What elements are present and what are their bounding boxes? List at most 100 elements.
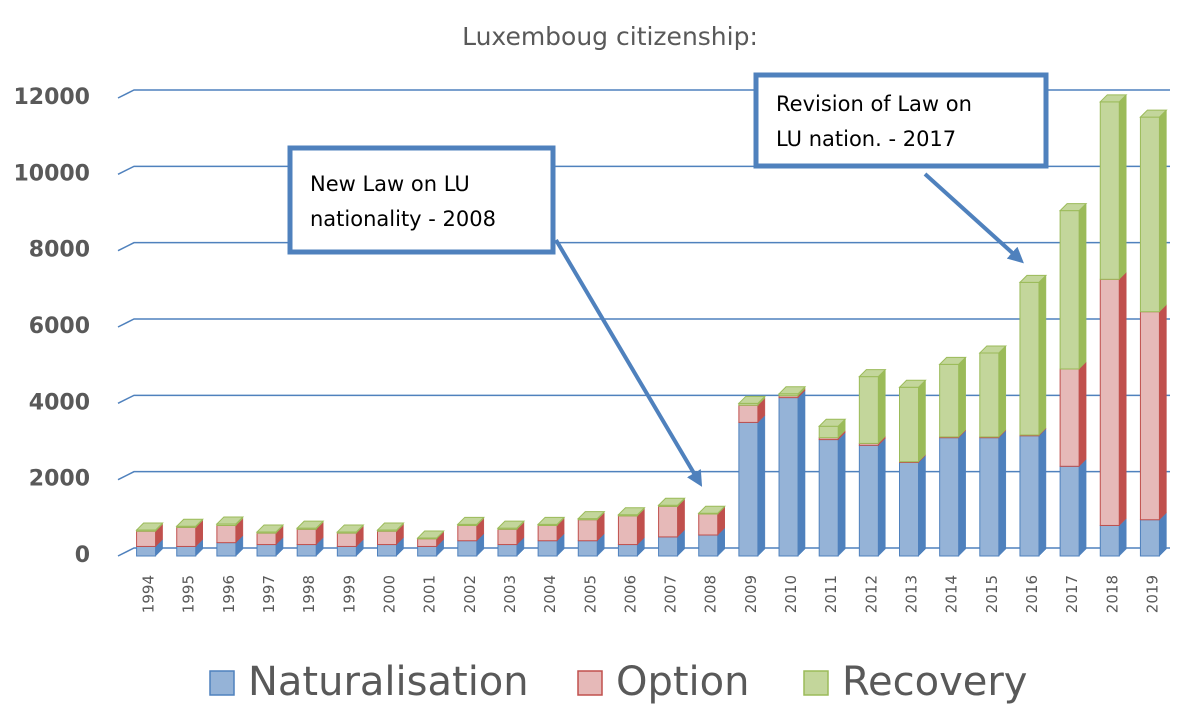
bar: [296, 528, 317, 546]
bar: [457, 540, 478, 557]
x-tick-label: 2013: [903, 575, 921, 613]
y-tick-label: 4000: [29, 390, 90, 415]
bar-side: [878, 437, 886, 557]
bar: [658, 505, 679, 538]
bar: [738, 421, 759, 557]
bar: [537, 524, 558, 542]
x-tick-label: 2015: [983, 575, 1001, 613]
bar-side: [837, 431, 846, 557]
bar: [1099, 278, 1120, 526]
bar-side: [1078, 202, 1087, 370]
bar-top: [898, 379, 927, 388]
bar-top: [697, 505, 726, 514]
bar: [899, 386, 919, 463]
bar-top: [336, 524, 365, 533]
grid-line: [117, 241, 1170, 252]
bar-top: [938, 356, 967, 365]
x-tick-label: 2017: [1063, 575, 1081, 613]
bar-side: [1159, 512, 1167, 557]
bar-top: [737, 395, 767, 404]
bar-top: [1058, 203, 1088, 212]
bar: [176, 545, 197, 557]
bar-side: [998, 430, 1007, 557]
legend-label: Recovery: [842, 659, 1027, 704]
bar: [457, 524, 478, 542]
bar-side: [1159, 109, 1167, 313]
bar-side: [958, 430, 966, 557]
x-tick-label: 2008: [702, 575, 720, 613]
bar-top: [1099, 94, 1128, 103]
bar-side: [797, 390, 806, 557]
x-tick-label: 2007: [662, 575, 680, 613]
bar: [1019, 281, 1040, 436]
x-tick-label: 1996: [220, 575, 238, 613]
bar-top: [978, 345, 1008, 354]
bar: [497, 528, 518, 546]
x-tick-label: 2005: [581, 575, 599, 613]
x-tick-label: 2012: [862, 575, 880, 613]
bar: [899, 461, 919, 557]
bar: [136, 530, 157, 547]
bar: [698, 534, 719, 557]
bar-top: [858, 369, 887, 378]
x-tick-label: 2006: [621, 575, 639, 613]
bar: [256, 532, 277, 546]
bar-side: [757, 414, 766, 557]
x-tick-label: 2000: [381, 575, 399, 613]
bar: [858, 444, 879, 557]
bars: 1994 1995 1996 1997 1998 1999 2000 2001 2002 2003…: [135, 94, 1168, 613]
bar: [377, 530, 397, 546]
bar: [1059, 368, 1080, 467]
legend-label: Option: [616, 659, 750, 704]
grid-line: [117, 394, 1170, 405]
bar: [216, 542, 237, 557]
x-tick-label: 1997: [260, 575, 278, 613]
y-tick-label: 10000: [13, 161, 90, 186]
bar: [296, 544, 317, 557]
annotation-text: Revision of Law on: [776, 92, 972, 116]
bar-top: [777, 386, 807, 395]
bar: [176, 526, 197, 547]
y-tick-label: 12000: [13, 85, 90, 110]
y-tick-label: 6000: [29, 314, 90, 339]
x-tick-label: 2003: [501, 575, 519, 613]
bar-top: [1018, 274, 1048, 283]
bar: [1059, 210, 1080, 370]
bar: [818, 425, 839, 439]
annotation: New Law on LU nationality - 2008: [287, 145, 703, 487]
bar: [256, 544, 277, 557]
annotation-text: LU nation. - 2017: [776, 127, 956, 151]
x-tick-label: 2001: [421, 575, 439, 613]
bar: [1099, 101, 1120, 280]
bar: [537, 540, 558, 557]
legend-swatch: [209, 670, 235, 696]
bar-top: [1139, 109, 1168, 118]
annotation-text: nationality - 2008: [310, 207, 496, 231]
bar: [617, 515, 638, 546]
annotation-text: New Law on LU: [310, 172, 470, 196]
bar-top: [617, 507, 646, 516]
x-tick-label: 1994: [140, 575, 158, 613]
bar-side: [1038, 274, 1047, 436]
bar-top: [536, 516, 566, 525]
bar: [698, 513, 719, 536]
bar: [577, 519, 598, 542]
x-tick-label: 2014: [943, 575, 961, 613]
x-tick-label: 2018: [1103, 575, 1121, 613]
bar: [778, 397, 799, 557]
bar-side: [918, 454, 926, 557]
bar-top: [456, 516, 486, 525]
bar: [818, 439, 839, 557]
annotation-box: [753, 72, 1049, 169]
bar: [979, 352, 1000, 438]
y-tick-label: 2000: [29, 467, 90, 492]
legend-swatch: [803, 670, 829, 696]
annotation-box: [287, 145, 556, 255]
bar-top: [416, 530, 445, 539]
bar: [939, 437, 960, 557]
legend-label: Naturalisation: [248, 659, 529, 704]
bar-side: [1038, 428, 1047, 557]
bar-top: [496, 520, 526, 529]
x-tick-label: 2011: [822, 575, 840, 613]
